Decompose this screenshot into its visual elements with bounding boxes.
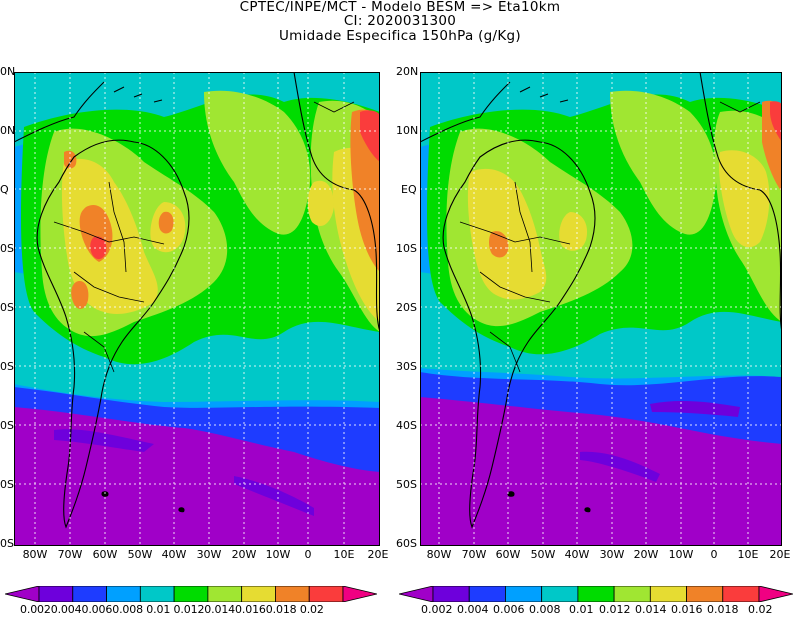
- right-lon-label: 20E: [769, 548, 791, 561]
- left-lon-label: 0: [304, 548, 312, 561]
- right-colorbar-label: 0.016: [671, 603, 703, 616]
- colorbar-segment: [38, 586, 74, 602]
- page-title-line1: CPTEC/INPE/MCT - Modelo BESM => Eta10km: [239, 0, 561, 15]
- right-lat-label: 20S: [396, 301, 417, 314]
- left-lat-label: 0S: [0, 419, 14, 432]
- left-lat-label: 0N: [0, 124, 16, 137]
- left-lon-label: 20W: [231, 548, 257, 561]
- colorbar-segment: [275, 586, 310, 602]
- right-colorbar-label: 0.002: [421, 603, 453, 616]
- left-lon-label: 30W: [196, 548, 222, 561]
- right-lat-label: 10S: [396, 242, 417, 255]
- right-lon-label: 80W: [426, 548, 452, 561]
- right-lat-label: 50S: [396, 478, 417, 491]
- colorbar-segment: [139, 586, 175, 602]
- page-title-line3: Umidade Especifica 150hPa (g/Kg): [279, 28, 521, 44]
- right-lon-label: 10W: [668, 548, 694, 561]
- left-lat-label: 0S: [0, 360, 14, 373]
- left-lat-label: 0S: [0, 301, 14, 314]
- right-lon-label: 50W: [530, 548, 556, 561]
- right-lon-label: 70W: [461, 548, 487, 561]
- right-colorbar-label: 0.02: [748, 603, 773, 616]
- colorbar-segment: [106, 586, 141, 602]
- left-lon-label: 80W: [22, 548, 48, 561]
- colorbar-segment: [505, 586, 543, 602]
- left-colorbar-labels: 0.0020.0040.0060.008 0.01 0.0120.0140.01…: [20, 603, 324, 616]
- left-lat-label: Q: [0, 183, 9, 196]
- right-lon-label: 60W: [495, 548, 521, 561]
- left-lon-label: 40W: [161, 548, 187, 561]
- colorbar-segment: [613, 586, 651, 602]
- right-colorbar-label: 0.018: [707, 603, 739, 616]
- right-lon-label: 0: [710, 548, 718, 561]
- colorbar-segment: [649, 586, 687, 602]
- right-colorbar-label: 0.01: [569, 603, 594, 616]
- colorbar-segment: [722, 586, 760, 602]
- right-colorbar: [399, 586, 793, 602]
- right-lon-label: 30W: [599, 548, 625, 561]
- left-map-field: [14, 72, 380, 546]
- right-lat-label: EQ: [401, 183, 417, 196]
- left-lat-label: 0S: [0, 242, 14, 255]
- left-lon-label: 10E: [333, 548, 355, 561]
- left-lat-label: 0S: [0, 537, 14, 550]
- right-lat-label: 10N: [396, 124, 419, 137]
- colorbar-segment: [577, 586, 615, 602]
- left-lon-label: 10W: [265, 548, 291, 561]
- left-lat-label: 0N: [0, 65, 16, 78]
- right-lon-label: 20W: [633, 548, 659, 561]
- right-colorbar-label: 0.014: [635, 603, 667, 616]
- right-colorbar-label: 0.004: [457, 603, 489, 616]
- left-lon-label: 60W: [92, 548, 118, 561]
- right-colorbar-label: 0.012: [599, 603, 631, 616]
- colorbar-segment: [686, 586, 724, 602]
- right-colorbar-label: 0.008: [529, 603, 561, 616]
- colorbar-segment: [541, 586, 579, 602]
- right-lat-label: 60S: [396, 537, 417, 550]
- right-lat-label: 30S: [396, 360, 417, 373]
- right-colorbar-label: 0.006: [493, 603, 525, 616]
- colorbar-segment: [308, 586, 344, 602]
- left-lon-label: 50W: [127, 548, 153, 561]
- colorbar-segment: [758, 586, 793, 602]
- right-lat-label: 40S: [396, 419, 417, 432]
- left-lat-label: 0S: [0, 478, 14, 491]
- colorbar-segment: [207, 586, 243, 602]
- colorbar-segment: [173, 586, 209, 602]
- left-map-panel: [14, 72, 380, 546]
- page-title-line2: CI: 2020031300: [343, 13, 457, 29]
- colorbar-segment: [468, 586, 506, 602]
- colorbar-segment: [241, 586, 276, 602]
- left-lon-label: 70W: [57, 548, 83, 561]
- right-map-field: [420, 72, 782, 546]
- colorbar-segment: [5, 586, 40, 602]
- right-lon-label: 10E: [737, 548, 759, 561]
- right-lat-label: 20N: [396, 65, 419, 78]
- right-map-panel: [420, 72, 782, 546]
- colorbar-segment: [72, 586, 107, 602]
- colorbar-segment: [342, 586, 377, 602]
- right-lon-label: 40W: [564, 548, 590, 561]
- left-lon-label: 20E: [367, 548, 389, 561]
- colorbar-segment: [432, 586, 470, 602]
- left-colorbar: [5, 586, 377, 602]
- colorbar-segment: [399, 586, 434, 602]
